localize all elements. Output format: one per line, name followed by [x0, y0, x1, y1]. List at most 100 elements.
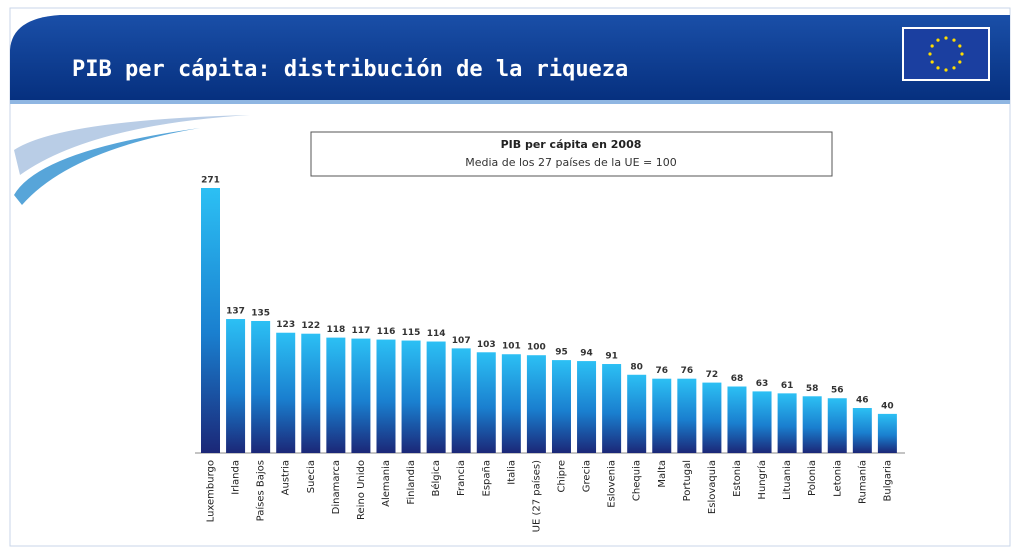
value-label: 76: [655, 366, 668, 376]
value-label: 63: [756, 379, 769, 389]
header-rule: [10, 100, 1010, 104]
bar: [752, 391, 772, 453]
bar: [526, 355, 546, 453]
chart-title: PIB per cápita en 2008: [501, 138, 642, 151]
x-tick-label: Luxemburgo: [206, 460, 217, 522]
star: [958, 44, 962, 48]
x-tick-label: Dinamarca: [331, 460, 342, 514]
eu-flag: [902, 27, 990, 81]
bar: [677, 378, 697, 453]
value-label: 115: [402, 328, 421, 338]
x-tick-label: Hungría: [756, 460, 768, 500]
x-tick-label: UE (27 países): [530, 460, 542, 532]
x-tick-label: Suecia: [306, 460, 317, 493]
x-tick-label: Rumanía: [856, 460, 868, 504]
bar: [376, 339, 396, 453]
star: [928, 52, 932, 56]
bar: [827, 398, 847, 453]
star: [944, 68, 948, 72]
x-tick-label: Grecia: [582, 460, 593, 492]
bar: [802, 396, 822, 453]
x-tick-label: Letonia: [832, 460, 843, 497]
slide-title: PIB per cápita: distribución de la rique…: [72, 57, 628, 82]
bar: [627, 374, 647, 453]
x-tick-label: Alemania: [381, 460, 392, 507]
x-tick-label: Lituania: [782, 460, 793, 500]
x-tick-label: Estonia: [732, 460, 743, 497]
bar: [577, 361, 597, 453]
x-tick-label: Finlandia: [406, 460, 417, 505]
x-tick-label: España: [481, 460, 492, 496]
value-label: 123: [276, 320, 295, 330]
bar: [201, 188, 220, 453]
value-label: 80: [630, 362, 643, 372]
x-tick-label: Bulgaria: [882, 460, 893, 501]
star: [936, 38, 940, 42]
star: [952, 38, 956, 42]
star: [958, 60, 962, 64]
star: [936, 66, 940, 70]
bar: [351, 338, 371, 453]
value-label: 95: [555, 348, 568, 358]
value-label: 103: [477, 340, 496, 350]
bar: [702, 382, 722, 453]
value-label: 56: [831, 386, 844, 396]
x-tick-label: Reino Unido: [356, 460, 367, 520]
x-tick-label: Polonia: [807, 460, 818, 496]
chart-title-box: [310, 131, 833, 177]
x-tick-label: Austria: [281, 460, 292, 495]
x-tick-label: Chequia: [632, 460, 643, 501]
bar: [551, 360, 571, 453]
value-label: 100: [527, 343, 546, 353]
value-label: 271: [201, 176, 220, 186]
value-label: 94: [580, 349, 593, 359]
bar: [852, 408, 872, 453]
bar: [226, 319, 246, 453]
swoosh: [14, 128, 200, 205]
bar: [777, 393, 797, 453]
swoosh: [14, 115, 250, 175]
x-tick-label: Países Bajos: [255, 460, 267, 521]
star: [960, 52, 964, 56]
value-label: 118: [326, 325, 345, 335]
value-label: 61: [781, 381, 794, 391]
value-label: 107: [452, 336, 471, 346]
bar: [301, 333, 321, 453]
x-tick-label: Bélgica: [430, 460, 442, 497]
x-tick-label: Irlanda: [231, 460, 242, 495]
bar: [501, 354, 521, 453]
bar: [602, 364, 622, 453]
value-label: 46: [856, 396, 869, 406]
value-label: 101: [502, 342, 521, 352]
x-tick-label: Chipre: [556, 460, 567, 493]
x-tick-label: Malta: [657, 460, 668, 488]
bar: [276, 332, 296, 453]
bar: [401, 340, 421, 453]
value-label: 117: [352, 326, 371, 336]
value-label: 68: [731, 374, 744, 384]
star: [952, 66, 956, 70]
flag-stars: [928, 36, 964, 72]
x-tick-label: Italia: [506, 460, 517, 485]
x-tick-label: Portugal: [682, 460, 693, 501]
bar: [652, 378, 672, 453]
value-label: 114: [427, 329, 446, 339]
chart-subtitle: Media de los 27 países de la UE = 100: [465, 156, 677, 169]
value-label: 135: [251, 308, 270, 318]
bar: [251, 320, 271, 453]
x-tick-label: Eslovaquia: [707, 460, 718, 514]
value-label: 40: [881, 401, 894, 411]
bar: [451, 348, 471, 453]
value-label: 116: [377, 327, 396, 337]
bar: [727, 386, 747, 453]
value-label: 91: [605, 352, 618, 362]
star: [944, 36, 948, 40]
bar: [326, 337, 346, 453]
value-label: 76: [681, 366, 694, 376]
star: [930, 60, 934, 64]
bar: [877, 413, 897, 453]
value-label: 58: [806, 384, 819, 394]
value-label: 72: [706, 370, 719, 380]
value-label: 137: [226, 307, 245, 317]
